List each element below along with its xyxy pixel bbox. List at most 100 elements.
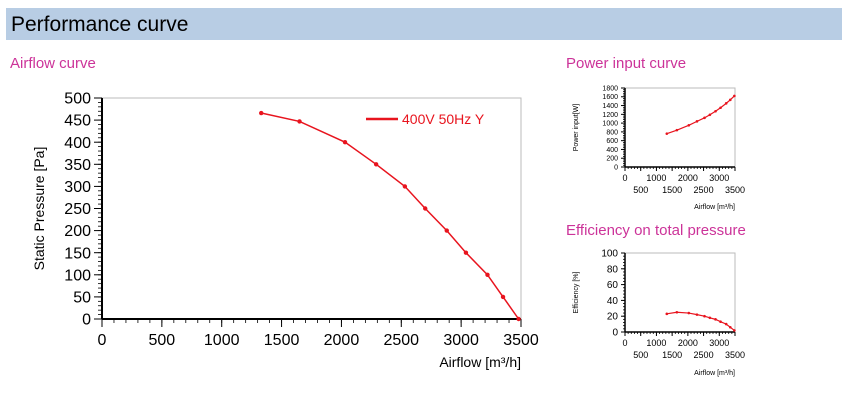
- power-x-tick-label: 2500: [694, 185, 714, 195]
- power-x-tick-label: 1500: [662, 185, 682, 195]
- efficiency-data-point: [687, 311, 691, 315]
- power-series-line: [666, 95, 735, 135]
- efficiency-data-point: [733, 329, 736, 332]
- airflow-y-axis-label: Static Pressure [Pa]: [31, 147, 47, 271]
- efficiency-y-tick-label: 20: [607, 312, 619, 323]
- efficiency-y-tick-label: 100: [601, 249, 618, 260]
- efficiency-x-tick-label: 500: [633, 350, 648, 360]
- airflow-y-tick-label: 350: [64, 157, 91, 174]
- efficiency-data-point: [728, 325, 732, 329]
- power-y-tick-label: 600: [606, 138, 618, 145]
- airflow-y-tick-label: 400: [64, 135, 91, 152]
- efficiency-data-point: [724, 322, 728, 326]
- airflow-x-tick-label: 0: [98, 332, 107, 349]
- airflow-x-tick-label: 1000: [204, 332, 240, 349]
- power-y-tick-label: 1600: [602, 94, 618, 101]
- power-y-axis-label: Power input[W]: [573, 104, 580, 152]
- airflow-data-point: [485, 272, 490, 277]
- efficiency-x-tick-label: 0: [622, 338, 627, 348]
- power-y-tick-label: 1800: [602, 85, 618, 92]
- airflow-data-point: [402, 184, 408, 189]
- efficiency-data-point: [708, 316, 712, 320]
- power-y-tick-label: 200: [606, 156, 618, 163]
- power-data-point: [687, 124, 691, 127]
- efficiency-y-axis-label: Efficiency [%]: [573, 272, 580, 314]
- efficiency-y-tick-label: 80: [607, 264, 619, 275]
- airflow-y-tick-label: 0: [82, 312, 91, 329]
- airflow-y-tick-label: 150: [64, 245, 91, 262]
- power-x-tick-label: 1000: [646, 173, 666, 183]
- airflow-data-point: [373, 162, 379, 167]
- power-data-point: [728, 98, 732, 102]
- efficiency-data-point: [703, 314, 706, 318]
- efficiency-y-tick-label: 60: [607, 280, 619, 291]
- page-title: Performance curve: [11, 13, 189, 36]
- power-y-tick-label: 0: [614, 164, 618, 171]
- power-y-tick-label: 1200: [602, 112, 618, 119]
- airflow-y-tick-label: 200: [64, 223, 91, 240]
- airflow-x-tick-label: 3500: [503, 332, 539, 349]
- efficiency-y-tick-label: 0: [612, 328, 618, 339]
- power-y-tick-label: 1000: [602, 121, 618, 128]
- power-x-tick-label: 3000: [709, 173, 729, 183]
- power-data-point: [708, 113, 712, 117]
- airflow-y-tick-label: 50: [73, 290, 91, 307]
- airflow-x-tick-label: 2000: [324, 332, 360, 349]
- power-x-axis-label: Airflow [m³/h]: [694, 204, 735, 211]
- airflow-y-tick-label: 100: [64, 267, 91, 284]
- efficiency-x-tick-label: 1000: [646, 338, 666, 348]
- power-data-point: [733, 94, 736, 98]
- airflow-data-point: [463, 250, 469, 255]
- power-chart-title: Power input curve: [566, 55, 687, 72]
- efficiency-data-point: [714, 318, 717, 321]
- airflow-x-tick-label: 500: [149, 332, 176, 349]
- airflow-x-tick-label: 2500: [383, 332, 419, 349]
- power-plot-frame: [624, 87, 736, 168]
- efficiency-x-tick-label: 3500: [725, 350, 745, 360]
- efficiency-x-tick-label: 2500: [694, 350, 714, 360]
- efficiency-data-point: [695, 313, 699, 316]
- power-y-tick-label: 800: [606, 129, 618, 136]
- airflow-x-tick-label: 1500: [264, 332, 300, 349]
- power-x-tick-label: 3500: [725, 185, 745, 195]
- power-data-point: [724, 102, 728, 105]
- airflow-chart-title: Airflow curve: [10, 55, 96, 72]
- airflow-data-point: [444, 228, 449, 233]
- power-data-point: [675, 128, 679, 132]
- power-data-point: [703, 116, 706, 120]
- airflow-data-point: [297, 119, 302, 124]
- power-data-point: [719, 106, 722, 110]
- efficiency-chart-title: Efficiency on total pressure: [566, 222, 746, 239]
- power-x-tick-label: 2000: [678, 173, 698, 183]
- airflow-plot-frame: [101, 97, 522, 320]
- airflow-y-tick-label: 450: [64, 113, 91, 130]
- power-x-tick-label: 0: [622, 173, 627, 183]
- power-data-point: [714, 109, 717, 113]
- power-data-point: [665, 132, 669, 135]
- efficiency-x-axis-label: Airflow [m³/h]: [694, 370, 735, 377]
- airflow-y-tick-label: 300: [64, 179, 91, 196]
- airflow-data-point: [259, 110, 264, 116]
- airflow-x-axis-label: Airflow [m³/h]: [439, 354, 521, 370]
- efficiency-data-point: [675, 310, 679, 314]
- power-y-tick-label: 1400: [602, 103, 618, 110]
- airflow-data-point: [500, 294, 506, 300]
- efficiency-data-point: [665, 312, 669, 316]
- efficiency-series-line: [666, 311, 735, 331]
- airflow-legend-label: 400V 50Hz Y: [402, 111, 485, 127]
- header-banner: Performance curve: [6, 8, 842, 40]
- airflow-y-tick-label: 250: [64, 201, 91, 218]
- airflow-data-point: [423, 206, 428, 211]
- efficiency-x-tick-label: 1500: [662, 350, 682, 360]
- airflow-y-tick-label: 500: [64, 91, 91, 108]
- efficiency-y-tick-label: 40: [607, 296, 619, 307]
- airflow-data-point: [342, 140, 348, 145]
- airflow-series-line: [261, 112, 520, 320]
- airflow-data-point: [516, 316, 521, 322]
- power-x-tick-label: 500: [633, 185, 648, 195]
- efficiency-data-point: [719, 320, 722, 324]
- power-data-point: [695, 120, 699, 123]
- airflow-x-tick-label: 3000: [443, 332, 479, 349]
- efficiency-x-tick-label: 3000: [709, 338, 729, 348]
